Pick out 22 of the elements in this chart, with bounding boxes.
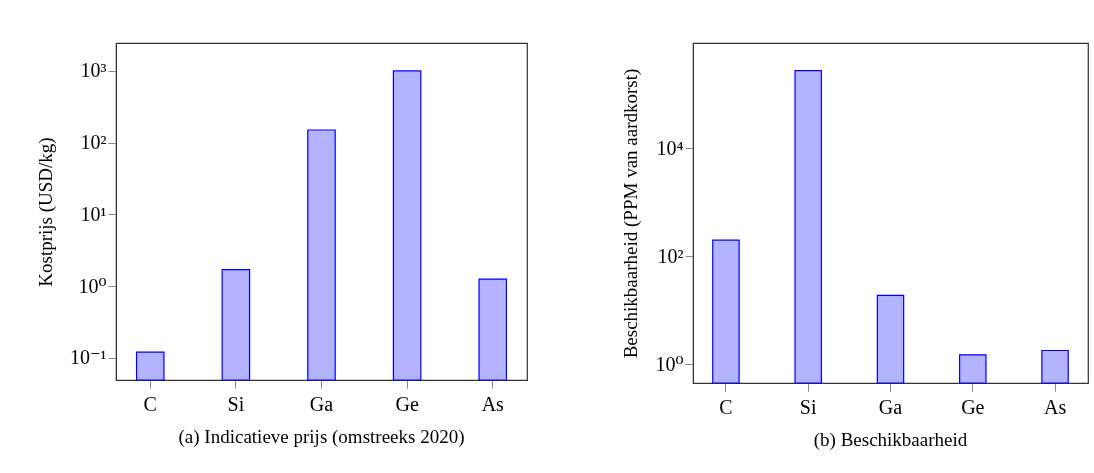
x-tick-label: Ga [878,395,903,418]
x-tick-label: Ge [395,392,419,415]
x-tick-label: As [481,392,505,415]
x-tick-label: Ga [309,392,334,415]
x-tick-label: C [143,392,157,415]
y-tick-label: 10⁰ [655,352,684,375]
text: (b) Beschikbaarheid [813,429,968,451]
y-tick-label: 10⁻¹ [69,346,107,369]
text: (a) Indicatieve prijs (omstreeks 2020) [178,426,465,448]
y-tick-label: 10² [657,244,684,267]
y-axis-title: Kostprijs (USD/kg) [34,137,57,287]
y-axis-title: Beschikbaarheid (PPM van aardkorst) [620,68,643,359]
y-tick-label: 10¹ [80,202,107,225]
x-tick-label: C [719,395,733,418]
x-tick-label: Si [227,392,245,415]
y-tick-label: 10⁴ [656,136,684,159]
x-tick-label: Si [799,395,817,418]
x-tick-label: Ge [961,395,985,418]
x-tick-label: As [1043,395,1067,418]
y-tick-label: 10² [80,131,107,154]
y-tick-label: 10³ [80,59,107,82]
y-tick-label: 10⁰ [78,274,107,297]
